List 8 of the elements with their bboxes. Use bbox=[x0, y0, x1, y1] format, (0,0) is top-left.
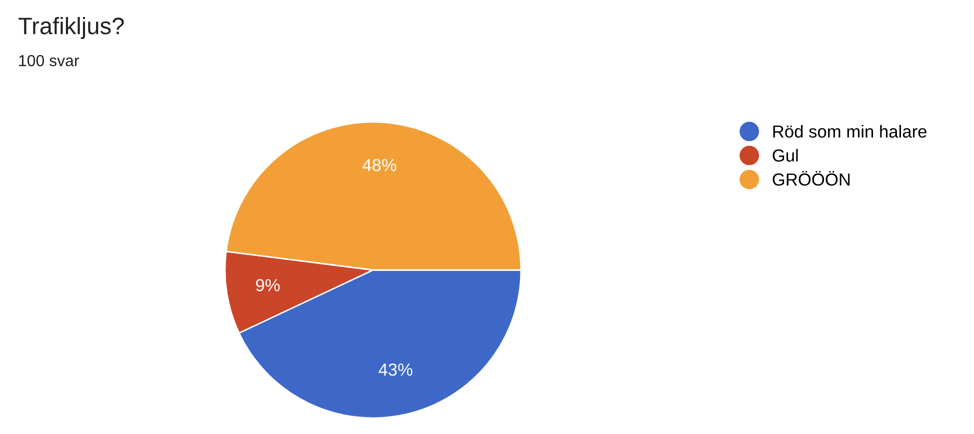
data-label: 9% bbox=[256, 279, 280, 292]
data-label: 43% bbox=[378, 363, 412, 376]
legend-label: GRÖÖÖN bbox=[772, 170, 850, 186]
text: 100 svar bbox=[19, 54, 79, 66]
legend-label: Gul bbox=[772, 148, 798, 162]
data-label: 48% bbox=[362, 158, 396, 172]
legend-label: Röd som min halare bbox=[773, 124, 926, 138]
chart-title: Trafikljus? bbox=[18, 16, 124, 40]
